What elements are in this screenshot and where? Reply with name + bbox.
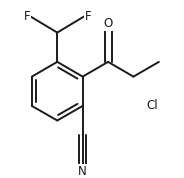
Text: Cl: Cl [146, 100, 158, 112]
Text: O: O [103, 17, 113, 30]
Text: F: F [84, 10, 91, 23]
Text: F: F [24, 10, 30, 23]
Text: N: N [78, 164, 87, 177]
